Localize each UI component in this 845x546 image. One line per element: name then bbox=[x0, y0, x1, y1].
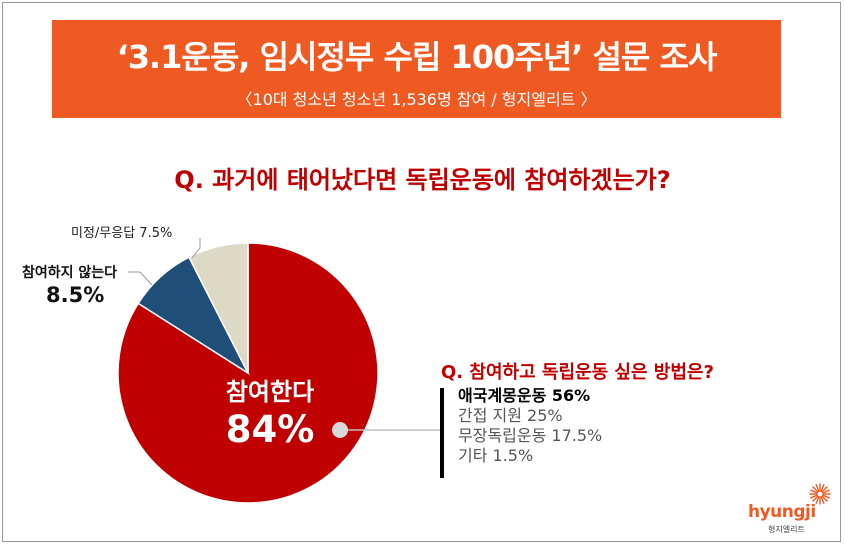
sub-answer-item: 기타 1.5% bbox=[458, 446, 534, 465]
sunburst-ray bbox=[810, 489, 818, 494]
label-no: 참여하지 않는다 bbox=[22, 265, 118, 281]
sub-question-bar bbox=[440, 388, 444, 478]
main-question: Q. 과거에 태어났다면 독립운동에 참여하겠는가? bbox=[174, 166, 671, 194]
sunburst-ray bbox=[815, 484, 820, 492]
brand-logo: hyungji 형지엘리트 bbox=[748, 482, 838, 534]
pie-slice-2 bbox=[187, 242, 249, 374]
sunburst-ray bbox=[822, 494, 830, 499]
sunburst-ray bbox=[812, 495, 819, 502]
sunburst-ray bbox=[821, 495, 828, 502]
callout-line-undecided bbox=[191, 238, 201, 259]
banner-title: ‘3.1운동, 임시정부 수립 100주년’ 설문 조사 bbox=[116, 38, 718, 76]
logo-subtext: 형지엘리트 bbox=[768, 525, 805, 534]
banner-subtitle: 〈10대 청소년 청소년 1,536명 참여 / 형지엘리트 〉 bbox=[236, 90, 597, 109]
value-no: 8.5% bbox=[46, 283, 105, 307]
pie-slices bbox=[117, 242, 379, 504]
sunburst-ray bbox=[815, 496, 820, 504]
pie-slice-0 bbox=[117, 242, 379, 504]
callout-line-no bbox=[128, 271, 153, 286]
sub-question-title: Q. 참여하고 독립운동 싶은 방법은? bbox=[441, 362, 714, 383]
sunburst-ray bbox=[820, 496, 825, 504]
sunburst-ray bbox=[821, 486, 828, 493]
title-banner: ‘3.1운동, 임시정부 수립 100주년’ 설문 조사 〈10대 청소년 청소… bbox=[52, 20, 781, 118]
label-undecided: 미정/무응답 7.5% bbox=[71, 226, 173, 241]
sunburst-ray bbox=[820, 484, 825, 492]
value-yes: 84% bbox=[225, 408, 315, 451]
sunburst-icon bbox=[809, 483, 831, 505]
sub-question-list: 애국계몽운동 56% 간접 지원 25% 무장독립운동 17.5% 기타 1.5… bbox=[458, 386, 602, 466]
callout-dot-yes bbox=[332, 422, 348, 438]
sunburst-ray bbox=[812, 486, 819, 493]
sub-answer-item: 애국계몽운동 56% bbox=[458, 386, 591, 405]
label-yes: 참여한다 bbox=[225, 378, 315, 406]
sunburst-ray bbox=[810, 494, 818, 499]
logo-text: hyungji bbox=[748, 502, 816, 522]
sub-answer-item: 간접 지원 25% bbox=[458, 406, 563, 425]
sub-answer-item: 무장독립운동 17.5% bbox=[458, 426, 603, 445]
sunburst-ray bbox=[822, 489, 830, 494]
